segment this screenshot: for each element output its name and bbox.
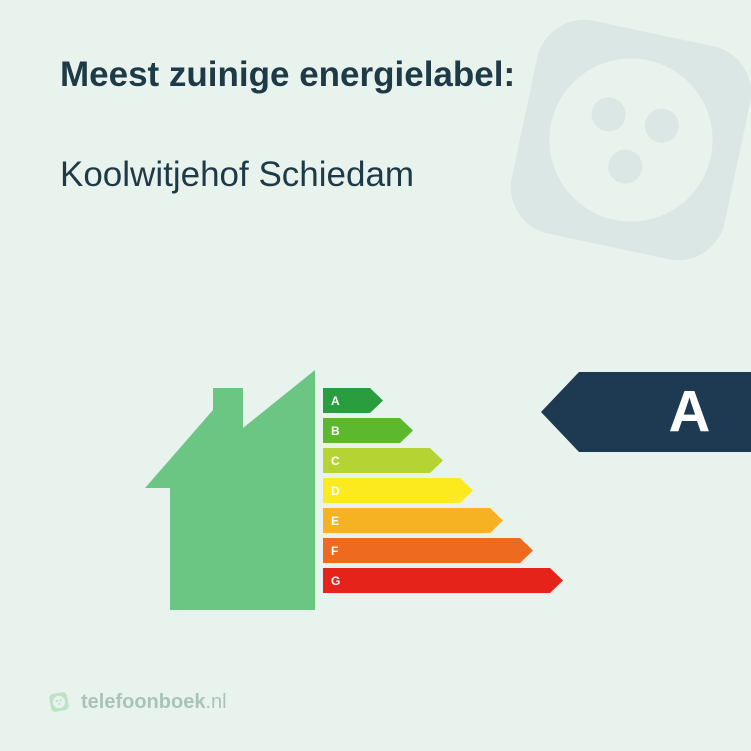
- energy-bar-shape: [323, 448, 443, 473]
- energy-bar-label: C: [331, 454, 340, 468]
- energy-bars-container: A B C D E F G: [323, 388, 563, 598]
- energy-bar-b: B: [323, 418, 413, 443]
- energy-bar-label: D: [331, 484, 340, 498]
- rating-badge: A: [541, 372, 751, 452]
- energy-bar-label: F: [331, 544, 338, 558]
- energy-bar-label: E: [331, 514, 339, 528]
- energy-bar-shape: [323, 508, 503, 533]
- house-icon: [145, 370, 315, 610]
- energy-bar-c: C: [323, 448, 443, 473]
- footer-brand-name: telefoonboek: [81, 691, 205, 713]
- footer-brand-tld: .nl: [205, 691, 226, 713]
- footer: telefoonboek.nl: [45, 688, 227, 716]
- energy-bar-d: D: [323, 478, 473, 503]
- energy-bar-f: F: [323, 538, 533, 563]
- footer-logo-icon: [45, 688, 73, 716]
- energy-bar-label: G: [331, 574, 340, 588]
- rating-badge-shape: [541, 372, 751, 452]
- energy-bar-shape: [323, 478, 473, 503]
- energy-bar-g: G: [323, 568, 563, 593]
- location-subtitle: Koolwitjehof Schiedam: [60, 155, 691, 195]
- energy-bar-shape: [323, 568, 563, 593]
- energy-bar-label: A: [331, 394, 340, 408]
- page-title: Meest zuinige energielabel:: [60, 55, 691, 95]
- energy-bar-label: B: [331, 424, 340, 438]
- energy-bar-a: A: [323, 388, 383, 413]
- energy-bar-shape: [323, 538, 533, 563]
- infographic-container: Meest zuinige energielabel: Koolwitjehof…: [0, 0, 751, 751]
- energy-bar-e: E: [323, 508, 503, 533]
- rating-letter: A: [669, 379, 711, 446]
- footer-brand: telefoonboek.nl: [81, 691, 227, 714]
